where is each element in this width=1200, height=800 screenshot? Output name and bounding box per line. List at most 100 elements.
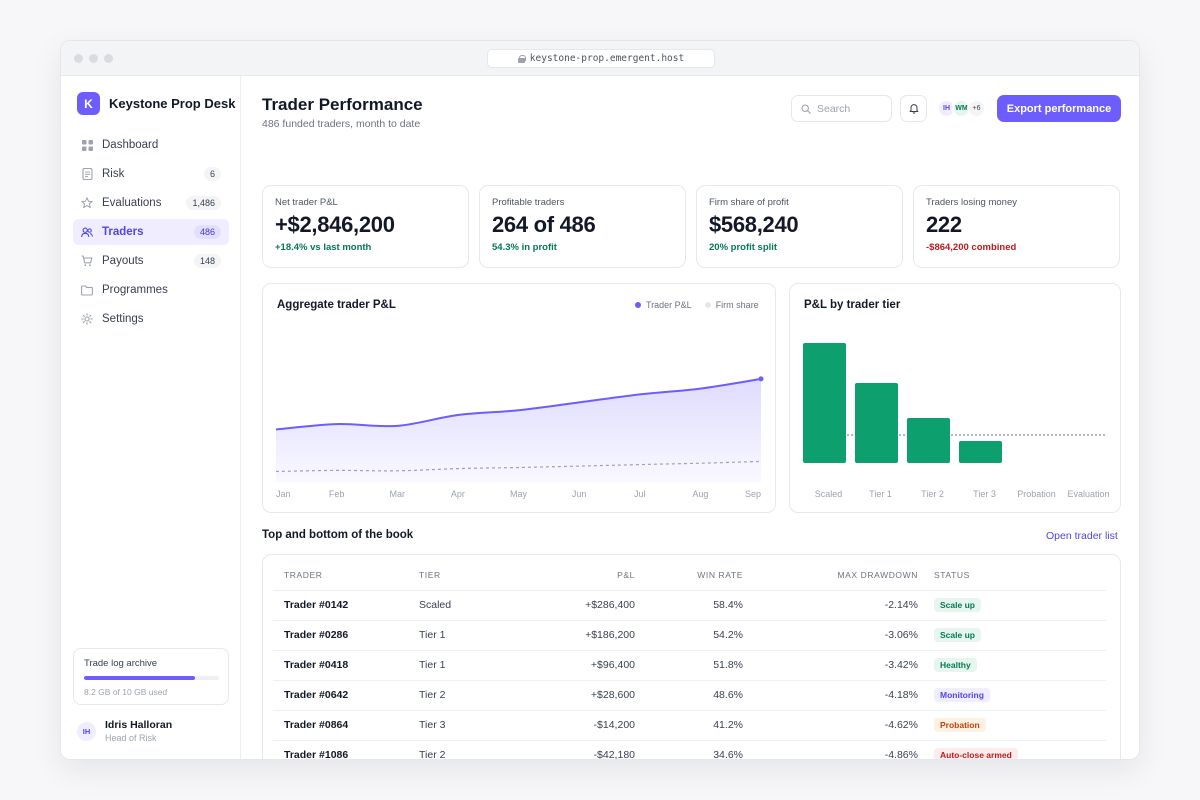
notifications-button[interactable]: [900, 95, 927, 122]
address-bar[interactable]: keystone-prop.emergent.host: [487, 49, 715, 68]
cart-icon: [81, 255, 93, 267]
kpi-label: Firm share of profit: [709, 197, 789, 208]
x-tick-label: Tier 1: [869, 489, 892, 499]
column-header-win-rate[interactable]: WIN RATE: [635, 561, 743, 591]
bar-tier-3[interactable]: [959, 441, 1002, 463]
page-subtitle: 486 funded traders, month to date: [262, 118, 421, 130]
storage-widget[interactable]: Trade log archive 8.2 GB of 10 GB used: [73, 648, 229, 705]
kpi-delta: +18.4% vs last month: [275, 242, 372, 253]
cell-trader: Trader #0864: [273, 710, 419, 741]
status-badge: Probation: [934, 718, 986, 732]
gear-icon: [81, 313, 93, 325]
table-row[interactable]: Trader #0642 Tier 2 +$28,600 48.6% -4.18…: [273, 680, 1106, 711]
document-icon: [81, 168, 93, 180]
x-tick-label: Apr: [451, 489, 465, 499]
address-bar-url: keystone-prop.emergent.host: [529, 53, 685, 64]
grid-icon: [81, 139, 93, 151]
aggregate-pnl-card: Aggregate trader P&L Trader P&L Firm sha…: [262, 283, 776, 513]
avatar-overflow-count: +6: [967, 99, 986, 118]
cell-tier: Tier 3: [419, 710, 512, 741]
column-header-pnl[interactable]: P&L: [512, 561, 635, 591]
kpi-value: 264 of 486: [492, 212, 596, 237]
kpi-card-net-pnl: Net trader P&L +$2,846,200 +18.4% vs las…: [262, 185, 469, 268]
cell-win-rate: 51.8%: [635, 650, 743, 681]
kpi-value: $568,240: [709, 212, 799, 237]
legend-label-trader-pnl: Trader P&L: [646, 300, 692, 310]
cell-win-rate: 58.4%: [635, 590, 743, 621]
folder-icon: [81, 284, 93, 296]
x-tick-label: Jun: [572, 489, 587, 499]
series-line-firm-share: [275, 460, 762, 473]
sidebar-item-dashboard[interactable]: Dashboard: [73, 132, 229, 158]
kpi-card-profitable-traders: Profitable traders 264 of 486 54.3% in p…: [479, 185, 686, 268]
cell-max-drawdown: -3.06%: [743, 620, 918, 651]
bar-scaled[interactable]: [803, 343, 846, 463]
x-tick-label: Mar: [390, 489, 406, 499]
cell-max-drawdown: -4.62%: [743, 710, 918, 741]
sidebar-nav: Dashboard Risk 6 Evaluations 1,486: [73, 132, 229, 335]
tier-pnl-card: P&L by trader tier Scaled Tier 1 Tier 2 Tie…: [789, 283, 1121, 513]
legend-swatch-firm-share: [704, 302, 711, 308]
x-tick-label: May: [510, 489, 528, 499]
export-performance-button[interactable]: Export performance: [997, 95, 1121, 122]
x-tick-label: Aug: [692, 489, 708, 499]
sidebar-item-settings[interactable]: Settings: [73, 306, 229, 332]
status-badge: Healthy: [934, 658, 977, 672]
cell-tier: Tier 2: [419, 680, 512, 711]
cell-tier: Tier 1: [419, 650, 512, 681]
x-tick-label: Feb: [329, 489, 345, 499]
cell-max-drawdown: -3.42%: [743, 650, 918, 681]
collaborator-avatars[interactable]: IH WM +6: [937, 99, 986, 118]
open-trader-list-link[interactable]: Open trader list: [1046, 530, 1118, 542]
brand-name: Keystone Prop Desk: [109, 96, 236, 111]
bar-tier-1[interactable]: [855, 383, 898, 463]
kpi-delta: 54.3% in profit: [492, 242, 557, 253]
table-row[interactable]: Trader #0142 Scaled +$286,400 58.4% -2.1…: [273, 590, 1106, 621]
status-badge: Scale up: [934, 628, 981, 642]
status-badge: Auto-close armed: [934, 748, 1018, 759]
sidebar-item-label: Risk: [102, 168, 125, 180]
cell-trader: Trader #0642: [273, 680, 419, 711]
sidebar-item-label: Programmes: [102, 284, 168, 296]
section-title: Top and bottom of the book: [262, 529, 414, 541]
bar-tier-2[interactable]: [907, 418, 950, 463]
window-maximize-dot[interactable]: [104, 54, 113, 63]
sidebar-item-label: Payouts: [102, 255, 144, 267]
user-profile[interactable]: IH Idris Halloran Head of Risk: [77, 719, 172, 743]
table-row[interactable]: Trader #1086 Tier 2 -$42,180 34.6% -4.86…: [273, 740, 1106, 759]
column-header-max-drawdown[interactable]: MAX DRAWDOWN: [743, 561, 918, 591]
table-row[interactable]: Trader #0418 Tier 1 +$96,400 51.8% -3.42…: [273, 650, 1106, 681]
lock-icon: [517, 54, 526, 63]
column-header-tier[interactable]: TIER: [419, 561, 512, 591]
sidebar-item-count: 1,486: [186, 196, 221, 210]
sidebar-item-traders[interactable]: Traders 486: [73, 219, 229, 245]
cell-trader: Trader #0286: [273, 620, 419, 651]
sidebar-item-programmes[interactable]: Programmes: [73, 277, 229, 303]
search-input[interactable]: Search: [791, 95, 892, 122]
sidebar-item-risk[interactable]: Risk 6: [73, 161, 229, 187]
table-row[interactable]: Trader #0286 Tier 1 +$186,200 54.2% -3.0…: [273, 620, 1106, 651]
kpi-delta: 20% profit split: [709, 242, 778, 253]
cell-pnl: -$14,200: [512, 710, 635, 741]
sidebar-item-evaluations[interactable]: Evaluations 1,486: [73, 190, 229, 216]
status-badge: Monitoring: [934, 688, 990, 702]
window-close-dot[interactable]: [74, 54, 83, 63]
cell-max-drawdown: -4.18%: [743, 680, 918, 711]
window-minimize-dot[interactable]: [89, 54, 98, 63]
storage-progress-fill: [84, 676, 195, 680]
sidebar-item-payouts[interactable]: Payouts 148: [73, 248, 229, 274]
sidebar-item-count: 148: [193, 254, 221, 268]
series-area-trader-pnl: [276, 378, 761, 482]
bar-chart: Scaled Tier 1 Tier 2 Tier 3 Probation Evaluat…: [803, 343, 1110, 499]
user-role: Head of Risk: [105, 733, 157, 743]
column-header-trader[interactable]: TRADER: [273, 561, 419, 591]
x-tick-label: Evaluation: [1067, 489, 1109, 499]
kpi-delta: -$864,200 combined: [926, 242, 1017, 253]
sidebar-item-count: 486: [193, 225, 221, 239]
sidebar: K Keystone Prop Desk Dashboard Risk 6: [61, 76, 241, 759]
brand[interactable]: K Keystone Prop Desk: [77, 92, 235, 115]
table-row[interactable]: Trader #0864 Tier 3 -$14,200 41.2% -4.62…: [273, 710, 1106, 741]
cell-pnl: +$286,400: [512, 590, 635, 621]
column-header-status[interactable]: STATUS: [918, 561, 1106, 591]
x-tick-label: Probation: [1017, 489, 1056, 499]
